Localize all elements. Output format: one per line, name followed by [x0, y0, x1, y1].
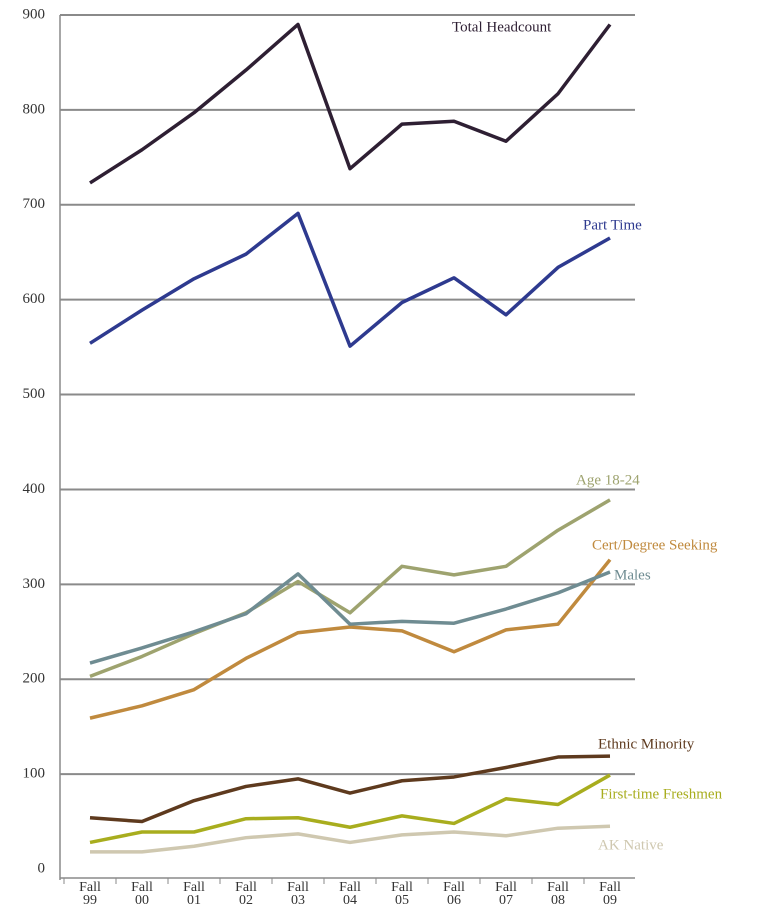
series-line: [89, 558, 612, 720]
x-tick-label: Fall 08: [547, 880, 569, 905]
series-label: AK Native: [598, 837, 664, 853]
y-tick-label: 900: [23, 6, 46, 22]
series-line: [89, 211, 611, 348]
y-tick-label: 400: [23, 481, 46, 497]
y-tick-label: 800: [23, 101, 46, 117]
y-tick-label: 600: [23, 291, 46, 307]
x-tick-label: Fall 03: [287, 880, 309, 905]
y-tick-label: 200: [23, 671, 46, 687]
y-tick-label: 0: [38, 860, 46, 876]
x-tick-label: Fall 05: [391, 880, 413, 905]
series-line: [89, 570, 611, 665]
series-label: Males: [614, 567, 651, 583]
series-label: Total Headcount: [452, 19, 552, 35]
x-tick-label: Fall 99: [79, 880, 101, 905]
y-tick-label: 100: [23, 766, 46, 782]
series-label: Age 18-24: [576, 472, 640, 488]
y-tick-label: 300: [23, 576, 46, 592]
x-tick-label: Fall 01: [183, 880, 205, 905]
series-line: [89, 773, 611, 845]
x-tick-label: Fall 02: [235, 880, 257, 905]
series-line: [89, 22, 612, 185]
series-label: Ethnic Minority: [598, 736, 695, 752]
series-label: Cert/Degree Seeking: [592, 537, 718, 553]
y-tick-label: 500: [23, 386, 46, 402]
series-label: First-time Freshmen: [600, 786, 723, 802]
x-tick-label: Fall 07: [495, 880, 517, 905]
x-tick-label: Fall 04: [339, 880, 361, 905]
series-label: Part Time: [583, 217, 642, 233]
series-line: [89, 498, 611, 679]
series-line: [90, 824, 611, 854]
series-line: [89, 754, 611, 824]
x-tick-label: Fall 09: [599, 880, 621, 905]
x-tick-label: Fall 06: [443, 880, 465, 905]
x-tick-label: Fall 00: [131, 880, 153, 905]
y-tick-label: 700: [23, 196, 46, 212]
